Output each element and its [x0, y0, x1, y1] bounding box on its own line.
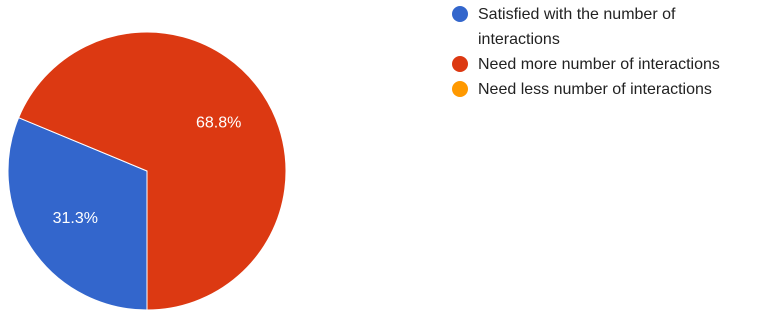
chart-legend: Satisfied with the number of interaction… — [452, 2, 782, 102]
pie-slice-need-more[interactable] — [17, 31, 287, 311]
legend-item-need-more[interactable]: Need more number of interactions — [452, 52, 782, 77]
pie-label-satisfied: 31.3% — [53, 210, 98, 227]
legend-item-need-less[interactable]: Need less number of interactions — [452, 77, 782, 102]
legend-label-need-more: Need more number of interactions — [478, 56, 720, 73]
pie-slice-satisfied[interactable] — [7, 117, 148, 311]
legend-item-satisfied[interactable]: Satisfied with the number of interaction… — [452, 2, 782, 52]
pie-label-need-more: 68.8% — [196, 114, 241, 131]
pie-chart: 31.3% 68.8% — [7, 31, 287, 311]
legend-label-satisfied: Satisfied with the number of interaction… — [478, 6, 676, 48]
legend-swatch-need-more — [452, 56, 468, 72]
legend-label-need-less: Need less number of interactions — [478, 81, 712, 98]
legend-swatch-need-less — [452, 81, 468, 97]
legend-swatch-satisfied — [452, 6, 468, 22]
